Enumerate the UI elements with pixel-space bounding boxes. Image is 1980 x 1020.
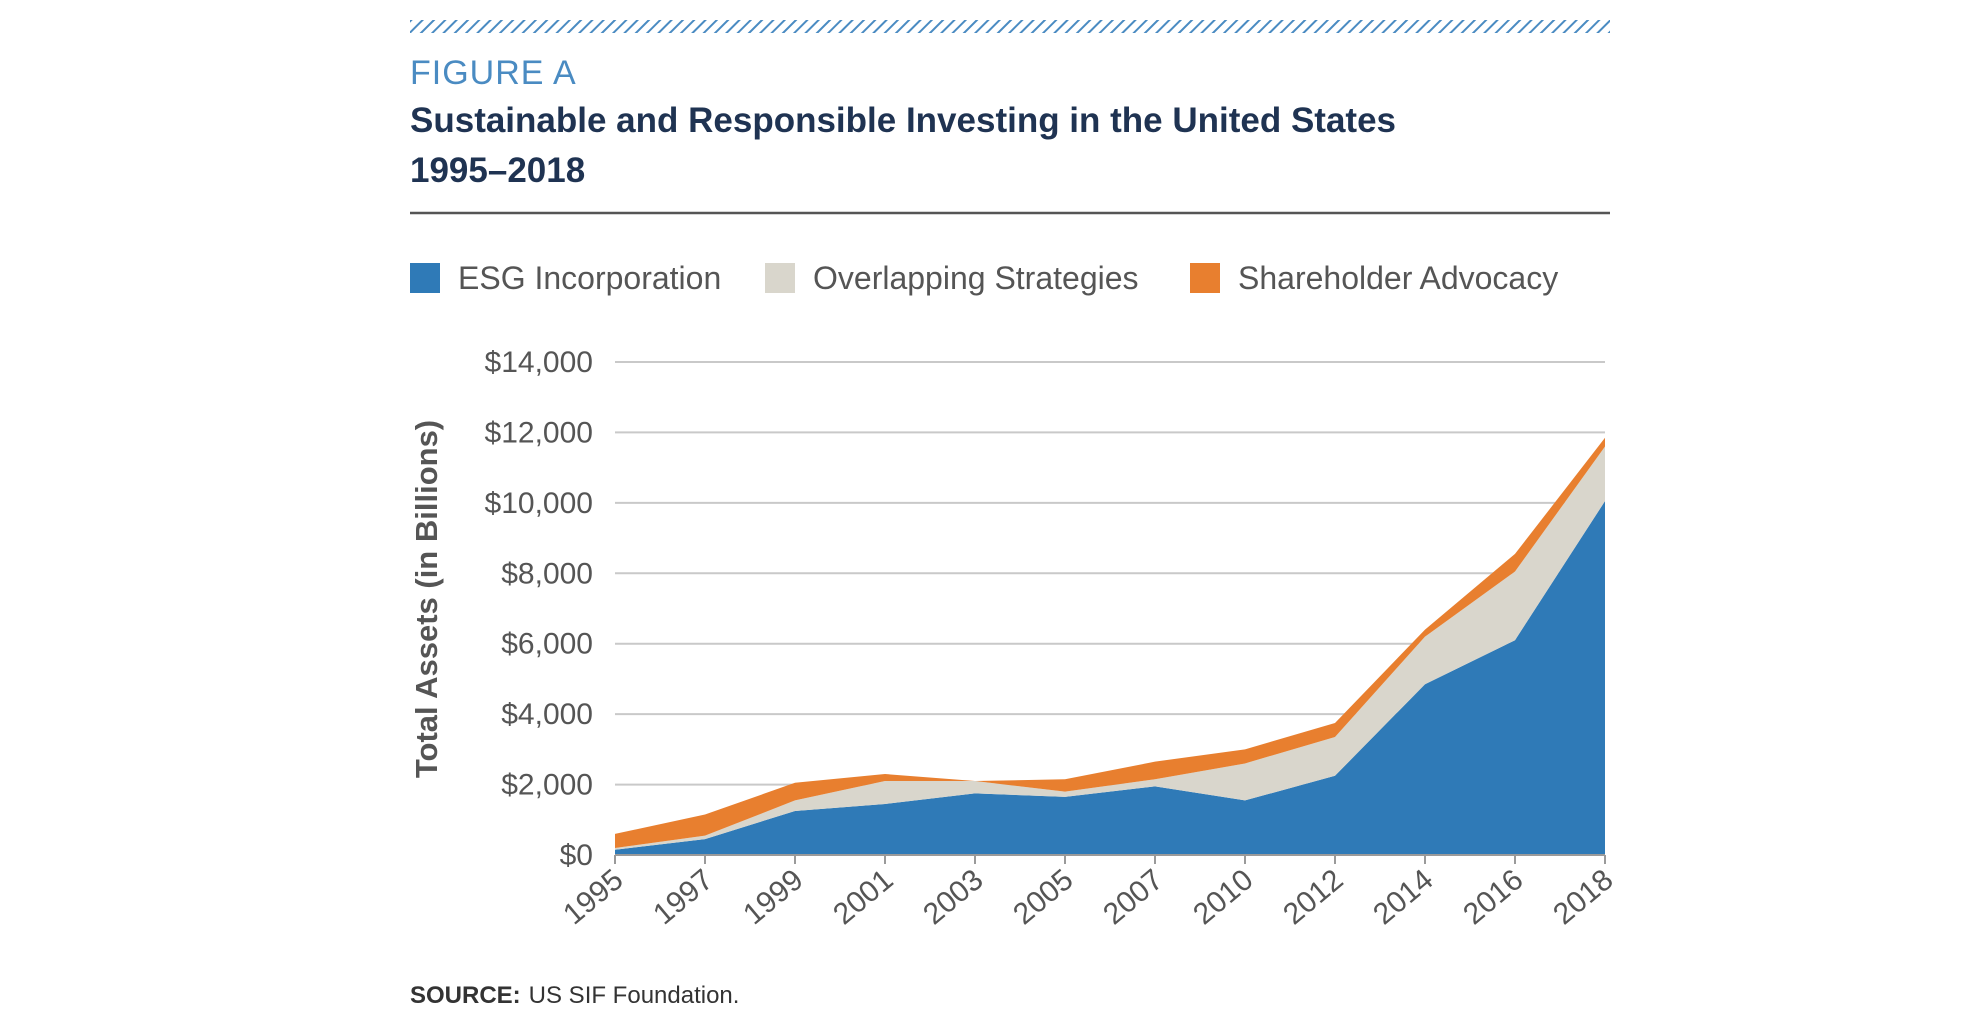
x-tick-label: 2016 (1457, 863, 1529, 931)
legend: ESG Incorporation Overlapping Strategies S… (410, 260, 1558, 296)
x-tick-label: 2003 (917, 863, 989, 931)
header-hatch-bar (410, 20, 1610, 33)
area-overlapping-strategies (615, 446, 1605, 850)
y-tick-label: $2,000 (501, 769, 593, 802)
y-tick-label: $12,000 (485, 416, 593, 449)
x-tick-label: 1995 (557, 863, 629, 931)
x-tick-label: 1999 (737, 863, 809, 931)
x-tick-label: 2010 (1187, 863, 1259, 931)
legend-swatch (765, 263, 795, 293)
legend-label: Overlapping Strategies (813, 260, 1139, 296)
x-tick-label: 2012 (1277, 863, 1349, 931)
x-tick-label: 2007 (1097, 863, 1169, 931)
legend-label: ESG Incorporation (458, 260, 721, 296)
x-tick-label: 2005 (1007, 863, 1079, 931)
y-tick-label: $10,000 (485, 487, 593, 520)
legend-label: Shareholder Advocacy (1238, 260, 1558, 296)
y-tick-label: $6,000 (501, 628, 593, 661)
x-tick-label: 2014 (1367, 863, 1439, 931)
figure-label: FIGURE A (410, 54, 577, 92)
y-axis-title: Total Assets (in Billions) (409, 420, 444, 778)
x-tick-label: 2018 (1547, 863, 1619, 931)
chart-title-years: 1995–2018 (410, 151, 585, 190)
area-esg-incorporation (615, 501, 1605, 855)
x-tick-label: 1997 (647, 863, 719, 931)
x-tick-label: 2001 (827, 863, 899, 931)
y-tick-label: $14,000 (485, 346, 593, 379)
source-note: SOURCE: US SIF Foundation. (410, 982, 739, 1009)
chart-title: Sustainable and Responsible Investing in… (410, 101, 1396, 140)
y-tick-label: $4,000 (501, 698, 593, 731)
grid (615, 361, 1605, 786)
y-tick-label: $8,000 (501, 557, 593, 590)
legend-swatch (1190, 263, 1220, 293)
source-text: US SIF Foundation. (529, 982, 740, 1009)
legend-swatch (410, 263, 440, 293)
area-layer (615, 437, 1605, 855)
source-label: SOURCE: (410, 982, 521, 1009)
y-tick-label: $0 (560, 839, 593, 872)
